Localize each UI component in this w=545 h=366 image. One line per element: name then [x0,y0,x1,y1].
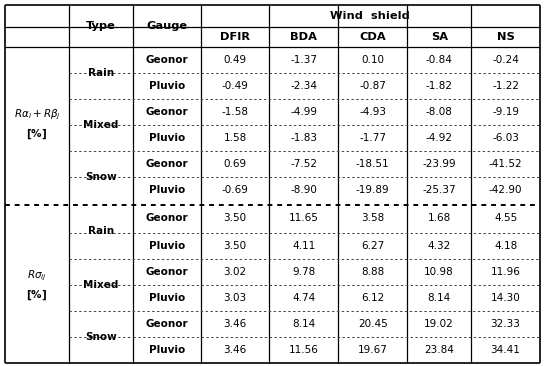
Text: 4.74: 4.74 [292,293,316,303]
Text: 3.46: 3.46 [223,319,247,329]
Text: -23.99: -23.99 [422,158,456,169]
Text: BDA: BDA [290,32,317,42]
Text: -9.19: -9.19 [492,107,519,117]
Text: 34.41: 34.41 [490,345,520,355]
Text: -0.87: -0.87 [359,81,386,91]
Text: 8.14: 8.14 [292,319,316,329]
Text: 8.14: 8.14 [427,293,451,303]
Text: 3.50: 3.50 [223,213,246,223]
Text: -1.83: -1.83 [290,133,317,143]
Text: 4.55: 4.55 [494,213,517,223]
Text: Geonor: Geonor [146,158,188,169]
Text: 0.10: 0.10 [361,55,384,65]
Text: -8.08: -8.08 [426,107,452,117]
Text: Type: Type [86,21,116,31]
Text: 32.33: 32.33 [490,319,520,329]
Text: Snow: Snow [85,172,117,182]
Text: 3.46: 3.46 [223,345,247,355]
Text: Rain: Rain [88,68,114,78]
Text: Pluvio: Pluvio [149,133,185,143]
Text: Geonor: Geonor [146,267,188,277]
Text: 14.30: 14.30 [490,293,520,303]
Text: 23.84: 23.84 [424,345,454,355]
Text: 4.11: 4.11 [292,241,316,251]
Text: 19.02: 19.02 [424,319,454,329]
Text: 8.88: 8.88 [361,267,384,277]
Text: 0.69: 0.69 [223,158,246,169]
Text: Snow: Snow [85,332,117,342]
Text: Geonor: Geonor [146,55,188,65]
Text: 1.68: 1.68 [427,213,451,223]
Text: -8.90: -8.90 [290,184,317,195]
Text: -7.52: -7.52 [290,158,317,169]
Text: 0.49: 0.49 [223,55,246,65]
Text: DFIR: DFIR [220,32,250,42]
Text: $R\sigma_{ij}$
$\mathbf{[\%]}$: $R\sigma_{ij}$ $\mathbf{[\%]}$ [27,269,47,302]
Text: -1.37: -1.37 [290,55,317,65]
Text: -0.24: -0.24 [492,55,519,65]
Text: -18.51: -18.51 [356,158,390,169]
Text: Pluvio: Pluvio [149,293,185,303]
Text: 11.56: 11.56 [289,345,319,355]
Text: Pluvio: Pluvio [149,241,185,251]
Text: 20.45: 20.45 [358,319,387,329]
Text: -41.52: -41.52 [489,158,522,169]
Text: 3.02: 3.02 [223,267,246,277]
Text: -4.93: -4.93 [359,107,386,117]
Text: Geonor: Geonor [146,213,188,223]
Text: -0.84: -0.84 [426,55,452,65]
Text: 6.27: 6.27 [361,241,384,251]
Text: 1.58: 1.58 [223,133,247,143]
Text: -1.22: -1.22 [492,81,519,91]
Text: 3.03: 3.03 [223,293,246,303]
Text: -1.58: -1.58 [221,107,249,117]
Text: 6.12: 6.12 [361,293,384,303]
Text: $R\alpha_i + R\beta_j$
$\mathbf{[\%]}$: $R\alpha_i + R\beta_j$ $\mathbf{[\%]}$ [14,108,60,142]
Text: -2.34: -2.34 [290,81,317,91]
Text: Rain: Rain [88,226,114,236]
Text: 4.18: 4.18 [494,241,517,251]
Text: -1.77: -1.77 [359,133,386,143]
Text: Mixed: Mixed [83,120,119,130]
Text: 3.58: 3.58 [361,213,384,223]
Text: CDA: CDA [359,32,386,42]
Text: 10.98: 10.98 [424,267,454,277]
Text: -4.99: -4.99 [290,107,317,117]
Text: SA: SA [431,32,447,42]
Text: Geonor: Geonor [146,319,188,329]
Text: -6.03: -6.03 [492,133,519,143]
Text: 19.67: 19.67 [358,345,387,355]
Text: Pluvio: Pluvio [149,184,185,195]
Text: 9.78: 9.78 [292,267,316,277]
Text: NS: NS [496,32,514,42]
Text: -4.92: -4.92 [426,133,453,143]
Text: -0.49: -0.49 [222,81,249,91]
Text: Wind  shield: Wind shield [330,11,410,21]
Text: Pluvio: Pluvio [149,345,185,355]
Text: -25.37: -25.37 [422,184,456,195]
Text: 11.65: 11.65 [289,213,319,223]
Text: 11.96: 11.96 [490,267,520,277]
Text: -42.90: -42.90 [489,184,522,195]
Text: 3.50: 3.50 [223,241,246,251]
Text: Gauge: Gauge [146,21,187,31]
Text: Pluvio: Pluvio [149,81,185,91]
Text: 4.32: 4.32 [427,241,451,251]
Text: Mixed: Mixed [83,280,119,290]
Text: -0.69: -0.69 [222,184,249,195]
Text: -19.89: -19.89 [356,184,390,195]
Text: -1.82: -1.82 [426,81,453,91]
Text: Geonor: Geonor [146,107,188,117]
